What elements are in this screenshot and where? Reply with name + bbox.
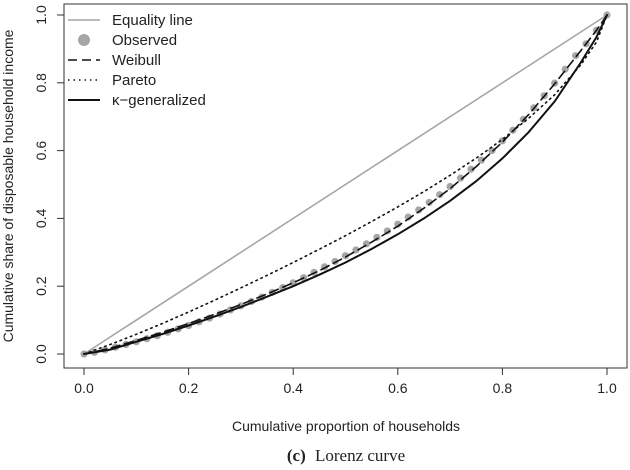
y-tick-label: 0.0 [33,344,49,364]
observed-point [436,191,444,199]
x-tick-label: 1.0 [597,380,617,396]
x-tick-label: 0.4 [283,380,303,396]
legend-item-observed: Observed [78,32,177,49]
x-axis: 0.0 0.2 0.4 0.6 0.8 1.0 [74,367,617,396]
x-tick-label: 0.2 [179,380,199,396]
legend-label: Pareto [112,72,156,89]
y-tick-label: 1.0 [33,5,49,25]
observed-point [477,156,486,164]
legend-item-generalized: κ−generalized [68,92,206,109]
legend-item-weibull: Weibull [68,52,161,69]
caption-label: (c) [287,446,306,465]
legend-item-equality-line: Equality line [68,12,193,29]
weibull-line [83,14,608,355]
figure-caption: (c) Lorenz curve [287,446,405,465]
y-tick-label: 0.4 [33,208,49,228]
y-axis: 0.0 0.2 0.4 0.6 0.8 1.0 [33,5,65,364]
observed-point [446,182,454,191]
caption-text: Lorenz curve [315,446,405,465]
legend-label: Observed [112,32,177,49]
observed-point [425,198,433,207]
x-tick-label: 0.8 [493,380,513,396]
observed-point [341,252,350,260]
y-axis-label: Cumulative share of disposable household… [0,29,16,342]
observed-point [352,246,360,254]
y-tick-label: 0.8 [33,73,49,93]
legend-marker [78,34,90,46]
observed-point [456,174,465,182]
x-axis-label: Cumulative proportion of households [232,418,460,434]
x-tick-label: 0.6 [388,380,408,396]
x-tick-label: 0.0 [74,380,94,396]
observed-point [467,165,475,173]
legend-item-pareto: Pareto [68,72,156,89]
generalized-line [83,14,608,355]
equality-line-line [83,14,608,355]
legend: Equality line Observed Weibull Pareto κ−gene… [68,12,206,109]
y-tick-label: 0.2 [33,276,49,296]
legend-label: Weibull [112,52,161,69]
observed-point [394,220,402,228]
legend-label: κ−generalized [112,92,206,109]
legend-label: Equality line [112,12,193,29]
series-layer [80,11,611,358]
pareto-line [83,14,608,355]
observed-point [415,206,423,214]
observed-point [404,213,412,221]
y-tick-label: 0.6 [33,141,49,161]
